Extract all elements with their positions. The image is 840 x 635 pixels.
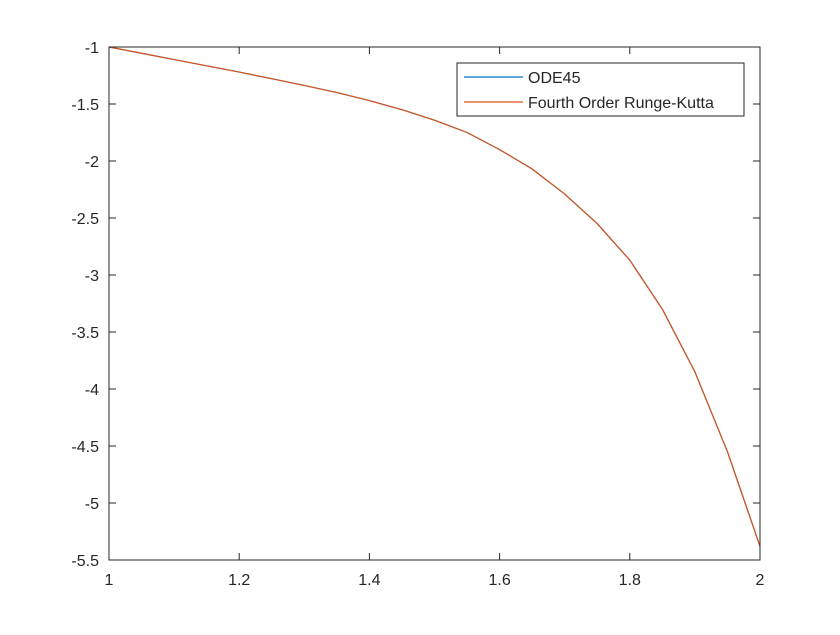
y-tick-label: -2 — [85, 154, 99, 171]
axes-box — [108, 46, 761, 561]
plot-area — [109, 47, 760, 560]
legend-label-2: Fourth Order Runge-Kutta — [528, 95, 714, 112]
y-tick-label: -1 — [85, 40, 99, 57]
legend-box — [456, 62, 745, 117]
axes — [108, 46, 761, 561]
plot-background — [109, 47, 760, 560]
y-tick-label: -4.5 — [71, 439, 99, 456]
y-tick-label: -5 — [85, 496, 99, 513]
ticks: 1 1.2 1.4 1.6 1.8 2 -1 -1.5 -2 -2.5 -3 -3.5 -4 -4.5 -5… — [71, 40, 764, 589]
x-tick-label: 1.4 — [358, 572, 380, 589]
x-tick-label: 1.2 — [228, 572, 250, 589]
series-line-2 — [108, 46, 761, 547]
y-tick-label: -2.5 — [71, 211, 99, 228]
y-tick-label: -3 — [85, 268, 99, 285]
y-tick-label: -5.5 — [71, 553, 99, 570]
y-tick-label: -4 — [85, 382, 99, 399]
y-tick-label: -1.5 — [71, 97, 99, 114]
series-layer — [108, 46, 761, 547]
x-tick-label: 2 — [756, 572, 765, 589]
x-tick-label: 1.6 — [488, 572, 510, 589]
y-tick-label: -3.5 — [71, 325, 99, 342]
legend-label-1: ODE45 — [528, 70, 581, 87]
x-tick-label: 1 — [105, 572, 114, 589]
x-tick-label: 1.8 — [619, 572, 641, 589]
legend: ODE45 Fourth Order Runge-Kutta — [456, 62, 745, 117]
